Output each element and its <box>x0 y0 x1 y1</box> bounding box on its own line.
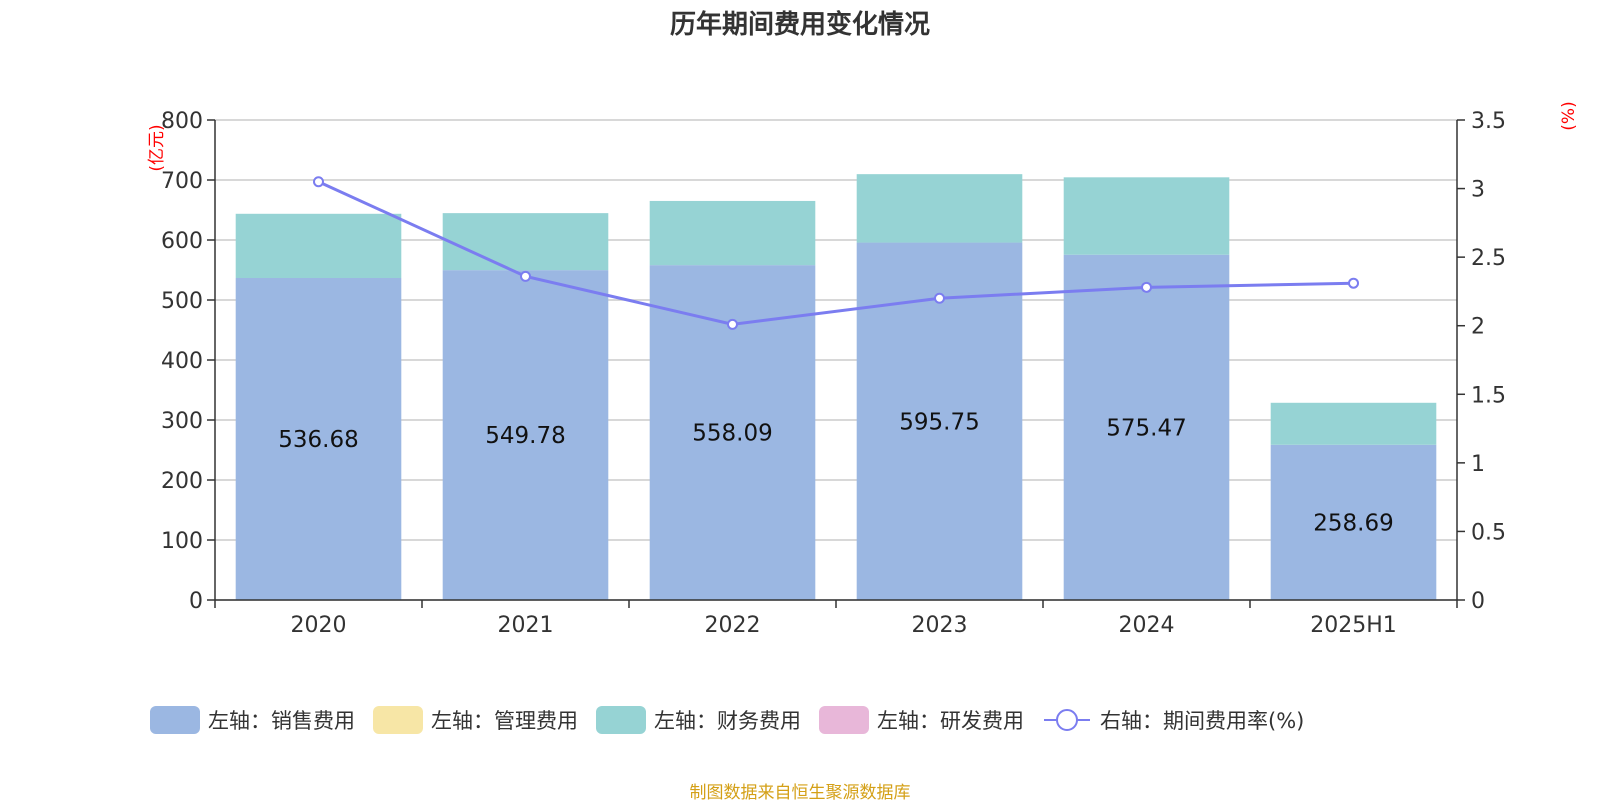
legend-label-sales: 左轴：销售费用 <box>208 709 355 733</box>
rate-line-point[interactable] <box>1348 277 1359 289</box>
legend: 左轴：销售费用 左轴：管理费用 左轴：财务费用 左轴：研发费用 右轴：期间费用率… <box>150 704 1322 736</box>
legend-swatch-sales <box>150 706 200 734</box>
bar-data-label: 258.69 <box>1313 510 1393 536</box>
legend-label-rnd: 左轴：研发费用 <box>877 709 1024 733</box>
left-axis-tick-label: 200 <box>161 469 203 494</box>
bar-segment-series-0[interactable] <box>1270 444 1437 600</box>
bar-segment-series-2[interactable] <box>856 174 1023 243</box>
rate-line-point[interactable] <box>1141 281 1152 293</box>
left-axis-tick-label: 700 <box>161 169 203 194</box>
legend-swatch-rnd <box>819 706 869 734</box>
legend-item-rnd[interactable]: 左轴：研发费用 <box>819 705 1024 735</box>
line-marker-icon <box>1044 709 1090 731</box>
legend-label-admin: 左轴：管理费用 <box>431 709 578 733</box>
legend-item-sales[interactable]: 左轴：销售费用 <box>150 705 355 735</box>
legend-item-finance[interactable]: 左轴：财务费用 <box>596 705 801 735</box>
right-axis-tick-label: 3.5 <box>1471 109 1506 134</box>
legend-swatch-finance <box>596 706 646 734</box>
legend-item-admin[interactable]: 左轴：管理费用 <box>373 705 578 735</box>
bar-segment-series-0[interactable] <box>442 270 609 600</box>
legend-swatch-admin <box>373 706 423 734</box>
rate-line-point[interactable] <box>520 270 531 282</box>
left-axis-unit-label: (亿元) <box>147 124 167 171</box>
rate-line <box>313 176 1359 330</box>
right-axis-tick-label: 1.5 <box>1471 383 1506 408</box>
bar-segment-series-2[interactable] <box>1063 177 1230 255</box>
data-labels: 536.68 549.78 558.09 595.75 575.47 258.69 <box>278 409 1393 536</box>
right-axis-tick-label: 0 <box>1471 589 1485 614</box>
rate-line-point[interactable] <box>313 176 324 188</box>
bar-data-label: 595.75 <box>899 409 979 435</box>
bars <box>235 174 1437 601</box>
rate-line-path <box>317 180 1354 326</box>
right-axis-tick-label: 2.5 <box>1471 246 1506 271</box>
left-axis-tick-label: 300 <box>161 409 203 434</box>
left-axis-tick-label: 500 <box>161 289 203 314</box>
x-axis-tick-label: 2020 <box>291 613 347 638</box>
right-axis-tick-label: 0.5 <box>1471 520 1506 545</box>
bar-data-label: 558.09 <box>692 421 772 447</box>
bar-segment-series-2[interactable] <box>1270 402 1437 445</box>
legend-item-rate[interactable]: 右轴：期间费用率(%) <box>1042 705 1304 735</box>
bar-segment-series-2[interactable] <box>235 213 402 278</box>
right-axis-tick-label: 1 <box>1471 452 1485 477</box>
x-axis-tick-label: 2021 <box>498 613 554 638</box>
bar-segment-series-0[interactable] <box>235 277 402 600</box>
axes: 0 100 200 300 400 500 600 700 800 0 0.5 1 1.5 2 2.5 3 3.… <box>147 101 1579 638</box>
x-axis-tick-label: 2022 <box>705 613 761 638</box>
bar-segment-series-2[interactable] <box>649 200 816 266</box>
left-axis-tick-label: 0 <box>189 589 203 614</box>
bar-segment-series-0[interactable] <box>1063 254 1230 600</box>
left-axis-tick-label: 100 <box>161 529 203 554</box>
source-note: 制图数据来自恒生聚源数据库 <box>689 783 911 803</box>
right-axis-unit-label: (%) <box>1559 101 1579 130</box>
bar-data-label: 575.47 <box>1106 415 1186 441</box>
right-axis-tick-label: 2 <box>1471 315 1485 340</box>
legend-label-finance: 左轴：财务费用 <box>654 709 801 733</box>
bar-data-label: 536.68 <box>278 427 358 453</box>
x-axis-tick-label: 2025H1 <box>1310 613 1397 638</box>
left-axis-tick-label: 600 <box>161 229 203 254</box>
left-axis-tick-label: 400 <box>161 349 203 374</box>
right-axis-tick-label: 3 <box>1471 178 1485 203</box>
bar-segment-series-2[interactable] <box>442 213 609 271</box>
rate-line-point[interactable] <box>934 292 945 304</box>
x-axis-tick-label: 2023 <box>912 613 968 638</box>
bar-data-label: 549.78 <box>485 423 565 449</box>
chart-title: 历年期间费用变化情况 <box>669 10 930 40</box>
left-axis-tick-label: 800 <box>161 109 203 134</box>
legend-label-rate: 右轴：期间费用率(%) <box>1100 709 1305 733</box>
x-axis-tick-label: 2024 <box>1119 613 1175 638</box>
rate-line-point[interactable] <box>727 318 738 330</box>
